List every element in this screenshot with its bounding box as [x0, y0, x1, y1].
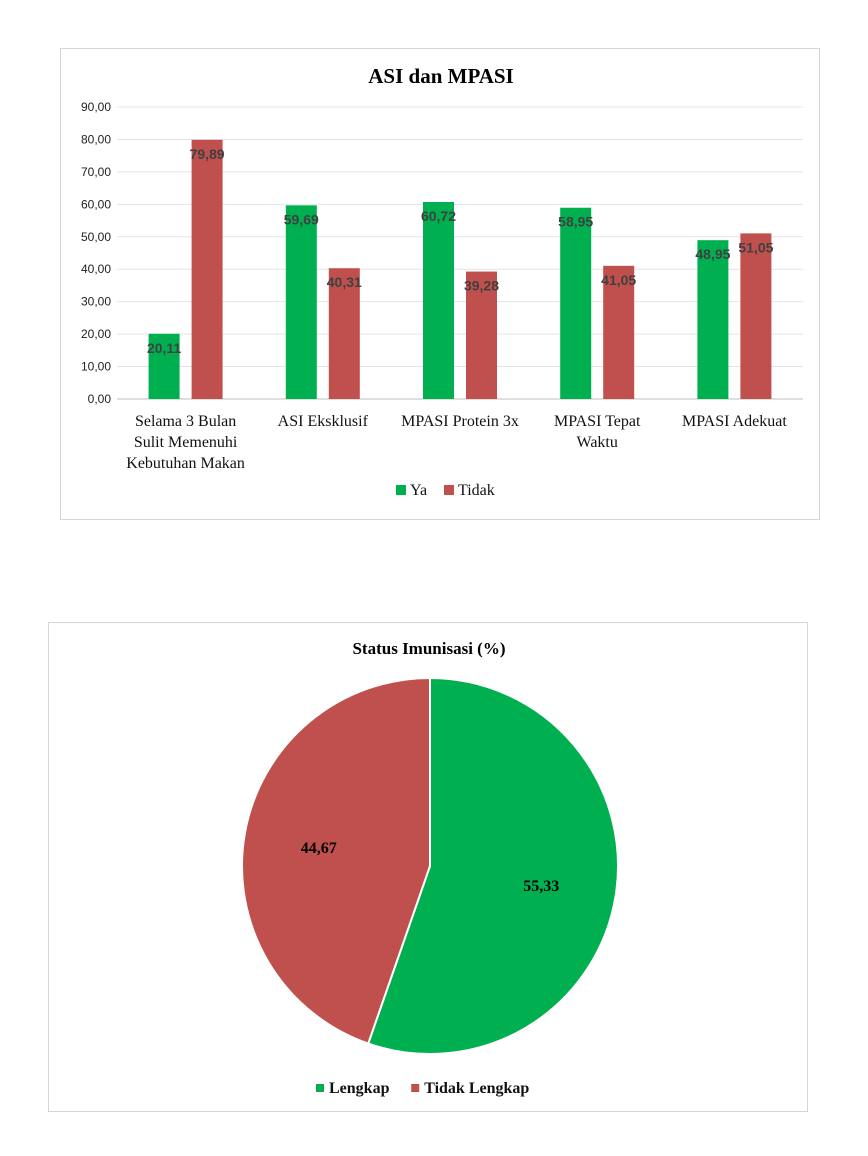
bar-chart-panel: ASI dan MPASI 0,00 10,00 20,00 30,00 40,00 50… [60, 48, 820, 520]
data-label: 41,05 [601, 272, 636, 288]
pie-chart: Status Imunisasi (%) 55,33 44,67 Lengkap Ti… [241, 639, 619, 1097]
data-label: 60,72 [421, 208, 456, 224]
data-label: 58,95 [558, 214, 593, 230]
y-tick-label: 50,00 [81, 230, 111, 244]
slice-label: 55,33 [523, 878, 559, 895]
y-tick-label: 60,00 [81, 197, 111, 211]
legend-swatch-ya [396, 485, 406, 495]
bar-ya [285, 205, 317, 399]
y-tick-label: 20,00 [81, 327, 111, 341]
y-tick-label: 80,00 [81, 132, 111, 146]
bar-ya [423, 201, 454, 399]
pie-slice-tidak-lengkap [241, 676, 431, 1045]
bar-tidak [466, 271, 497, 399]
y-tick-label: 10,00 [81, 360, 111, 374]
bar-ya [560, 207, 592, 399]
data-label: 51,05 [738, 239, 773, 255]
category-label: MPASI Adekuat [682, 413, 787, 430]
legend-label-tidak-lengkap: Tidak Lengkap [424, 1080, 529, 1097]
category-label: Sulit Memenuhi [134, 434, 238, 451]
legend-label-tidak: Tidak [458, 482, 495, 499]
data-label: 20,11 [147, 340, 181, 356]
legend-label-lengkap: Lengkap [329, 1080, 390, 1097]
y-tick-label: 70,00 [81, 165, 111, 179]
category-label: Selama 3 Bulan [135, 413, 236, 430]
bar-ya [148, 333, 180, 399]
legend-swatch-tidak-lengkap [411, 1084, 420, 1092]
data-label: 48,95 [695, 246, 730, 262]
y-tick-label: 30,00 [81, 295, 111, 309]
category-label: Kebutuhan Makan [126, 455, 245, 472]
bar-tidak [740, 233, 772, 399]
bar-tidak [328, 268, 360, 399]
bar-tidak [603, 265, 635, 399]
data-label: 79,89 [190, 146, 225, 162]
category-label: MPASI Protein 3x [401, 413, 519, 430]
bar-ya [697, 240, 729, 399]
bar-chart-title: ASI dan MPASI [368, 64, 513, 88]
data-label: 59,69 [284, 211, 319, 227]
legend-label-ya: Ya [410, 482, 427, 499]
pie-chart-panel: Status Imunisasi (%) 55,33 44,67 Lengkap Ti… [48, 622, 808, 1112]
y-tick-label: 0,00 [88, 392, 112, 406]
pie-chart-title: Status Imunisasi (%) [352, 639, 505, 658]
bar-tidak [191, 139, 223, 399]
data-label: 40,31 [327, 274, 362, 290]
legend-swatch-lengkap [316, 1084, 324, 1092]
data-label: 39,28 [464, 278, 499, 294]
slice-label: 44,67 [301, 840, 337, 857]
y-tick-label: 90,00 [81, 100, 111, 114]
bar-chart: ASI dan MPASI 0,00 10,00 20,00 30,00 40,00 50… [81, 64, 803, 499]
y-tick-label: 40,00 [81, 262, 111, 276]
category-label: Waktu [577, 434, 618, 451]
category-label: MPASI Tepat [554, 413, 641, 430]
legend-swatch-tidak [444, 485, 454, 495]
category-label: ASI Eksklusif [278, 413, 369, 430]
